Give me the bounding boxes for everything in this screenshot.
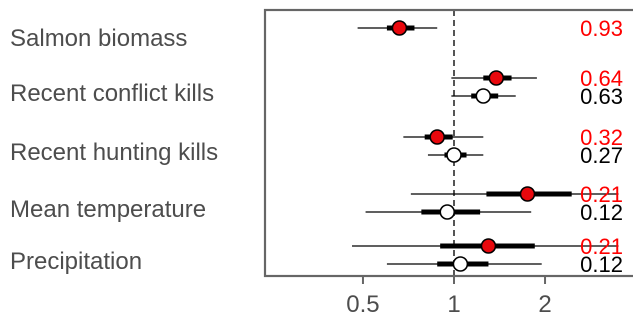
row-labels: Salmon biomass Recent conflict kills Recen… xyxy=(10,25,218,275)
probability-label-white: 0.27 xyxy=(580,143,623,168)
point-estimate-red xyxy=(519,186,536,202)
row-label: Recent hunting kills xyxy=(10,139,218,166)
point-estimate-red xyxy=(488,70,505,86)
plot-panel: 0.930.640.630.320.270.210.120.210.12 xyxy=(263,8,633,278)
point-estimate-white xyxy=(439,204,456,220)
probability-label-red: 0.93 xyxy=(580,16,623,41)
x-tick-label: 1 xyxy=(447,291,460,318)
panel-border xyxy=(263,8,633,278)
probability-label-red: 0.21 xyxy=(580,182,623,207)
point-estimate-red xyxy=(429,129,446,145)
probability-label-red: 0.21 xyxy=(580,234,623,259)
point-estimate-red xyxy=(391,20,408,36)
probability-label-white: 0.63 xyxy=(580,84,623,109)
x-tick-label: 2 xyxy=(538,291,551,318)
probability-label-red: 0.32 xyxy=(580,125,623,150)
row-label: Salmon biomass xyxy=(10,25,187,52)
x-axis: 0.5 1 2 xyxy=(346,276,552,318)
point-estimate-white xyxy=(446,147,462,163)
x-tick-label: 0.5 xyxy=(346,291,379,318)
probability-label-white: 0.12 xyxy=(580,252,623,277)
probability-label-red: 0.64 xyxy=(580,66,623,91)
point-estimate-red xyxy=(480,238,497,254)
row-label: Precipitation xyxy=(10,248,142,275)
probability-label-white: 0.12 xyxy=(580,200,623,225)
point-estimate-white xyxy=(452,256,469,272)
row-label: Recent conflict kills xyxy=(10,80,214,107)
point-estimate-white xyxy=(475,88,492,104)
row-label: Mean temperature xyxy=(10,196,206,223)
